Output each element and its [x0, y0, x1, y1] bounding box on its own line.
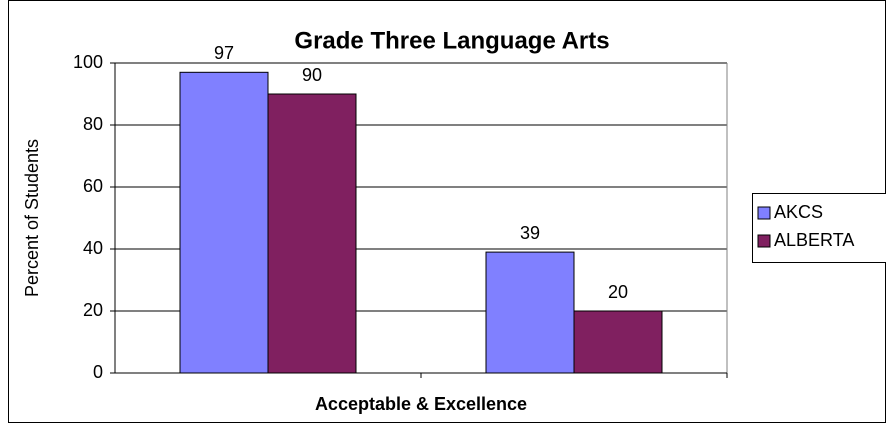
legend-swatch	[757, 206, 771, 220]
legend-swatch	[757, 234, 771, 248]
data-label: 20	[608, 282, 628, 302]
x-axis-title: Acceptable & Excellence	[315, 394, 527, 414]
legend-label: AKCS	[774, 202, 823, 222]
legend	[752, 193, 886, 263]
data-label: 97	[214, 43, 234, 63]
y-tick-label: 0	[93, 362, 103, 382]
data-label: 90	[302, 65, 322, 85]
y-tick-label: 80	[83, 114, 103, 134]
y-axis-title: Percent of Students	[22, 139, 42, 297]
chart-title: Grade Three Language Arts	[294, 27, 609, 54]
y-tick-label: 60	[83, 176, 103, 196]
bar	[573, 310, 663, 374]
y-tick-label: 40	[83, 238, 103, 258]
legend-label: ALBERTA	[774, 230, 854, 250]
bar	[485, 251, 575, 374]
bar	[267, 93, 357, 374]
bar	[179, 71, 269, 374]
y-tick-label: 20	[83, 300, 103, 320]
data-label: 39	[520, 223, 540, 243]
chart-frame	[8, 0, 886, 423]
y-tick-label: 100	[73, 52, 103, 72]
